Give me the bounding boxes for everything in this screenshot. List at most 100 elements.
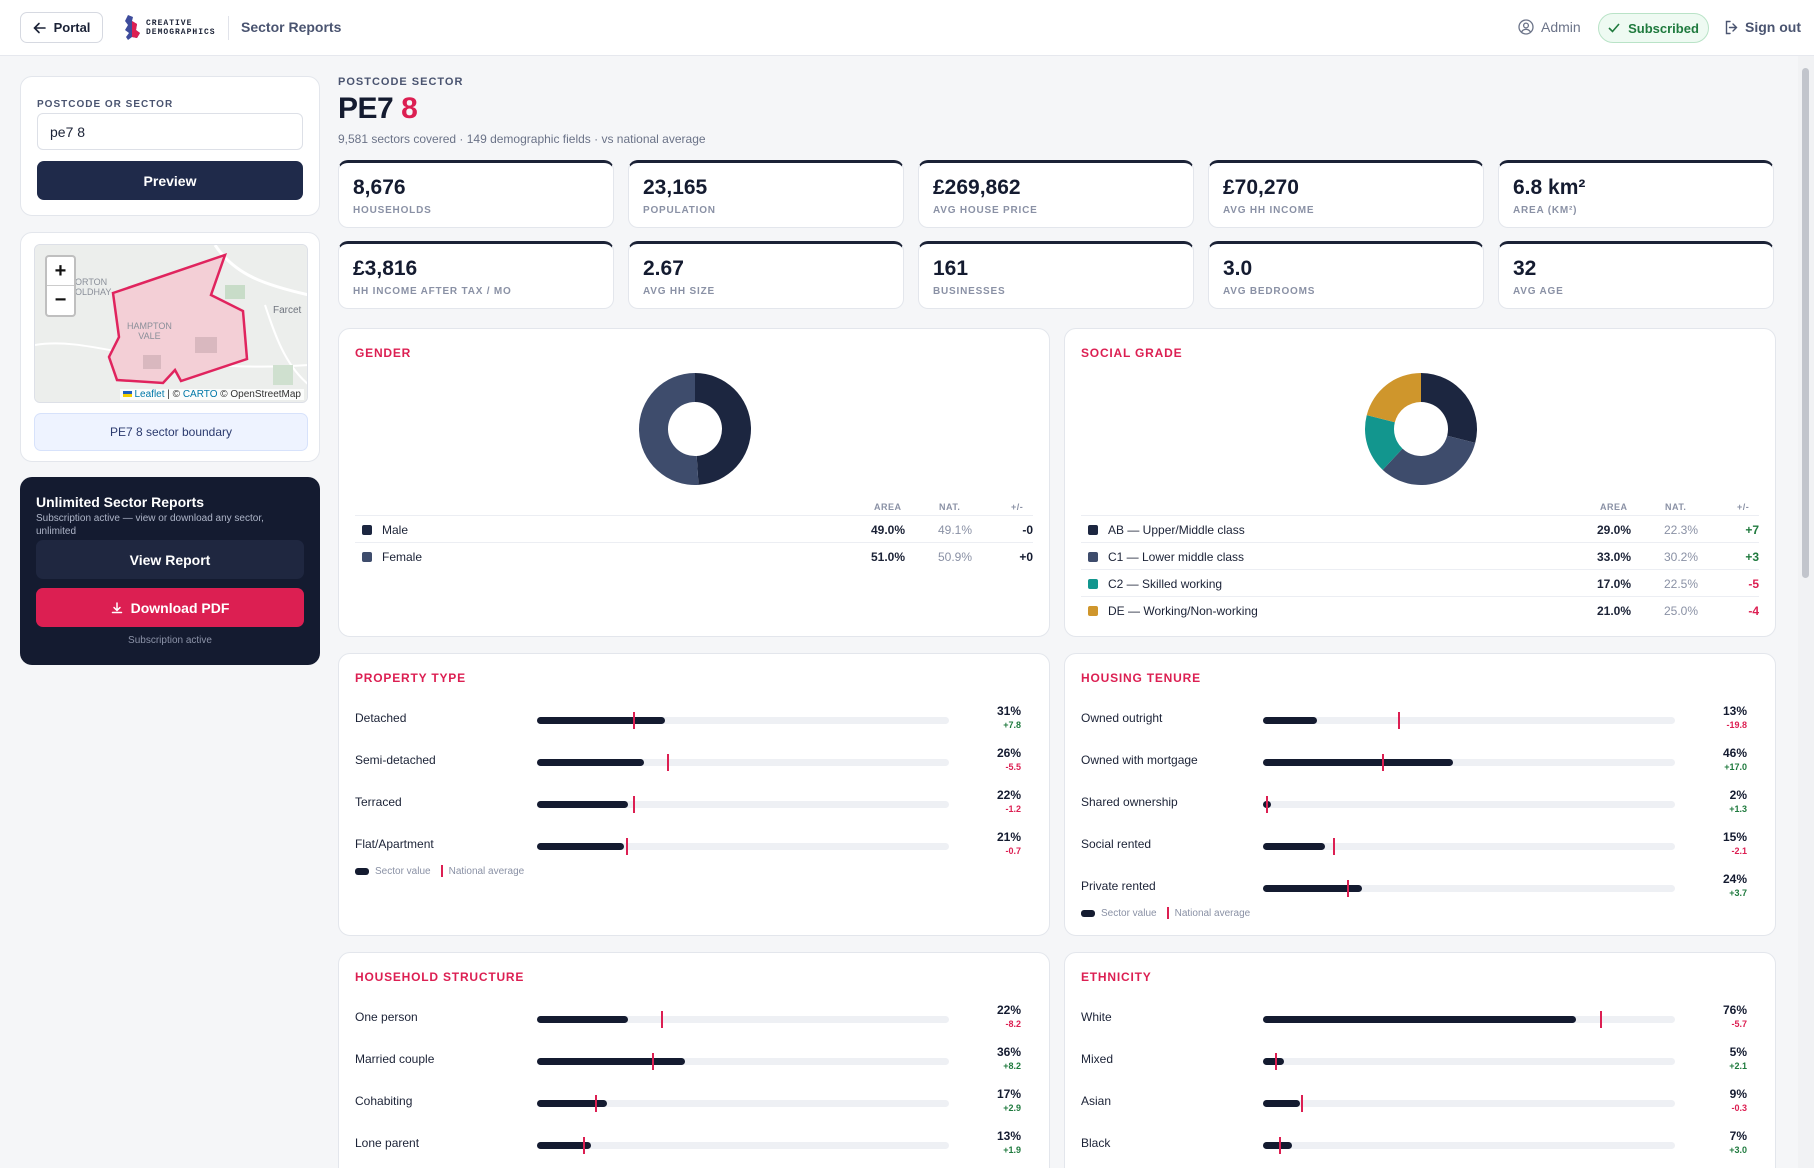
row-diff: -4: [1748, 604, 1759, 618]
tenure-legend: Sector value National average: [1081, 907, 1250, 919]
bar-track: [537, 754, 949, 771]
row-label: C1 — Lower middle class: [1108, 550, 1245, 564]
bar-label: Cohabiting: [355, 1094, 413, 1108]
legend-sector-swatch: [355, 867, 369, 875]
zoom-out-button[interactable]: −: [54, 289, 67, 311]
map-place-orton-line2: OLDHAY: [75, 287, 112, 297]
admin-link[interactable]: Admin: [1518, 19, 1581, 35]
osm-link[interactable]: © OpenStreetMap: [217, 389, 301, 400]
row-area: 29.0%: [1596, 523, 1631, 537]
housing-tenure-title: HOUSING TENURE: [1081, 671, 1201, 685]
breadcrumb[interactable]: Sector Reports: [241, 19, 342, 35]
zoom-in-button[interactable]: +: [47, 257, 74, 286]
property-type-title: PROPERTY TYPE: [355, 671, 466, 685]
page-scrollbar[interactable]: [1798, 56, 1814, 1168]
logo-line-1: CREATIVE: [146, 19, 193, 28]
national-marker: [661, 1011, 664, 1028]
donut-slice: [1365, 415, 1403, 470]
sector-map[interactable]: ORTON OLDHAY Farcet HAMPTON VALE + − Lea…: [34, 244, 308, 403]
row-label: Male: [382, 523, 409, 537]
logo-mark-icon: [125, 15, 140, 40]
bar-track: [537, 1095, 949, 1112]
bar-track: [1263, 796, 1675, 813]
check-icon: [1608, 23, 1620, 33]
page-title: PE7 8: [338, 92, 418, 126]
bar-label: Flat/Apartment: [355, 837, 434, 851]
map-tiles: [35, 245, 307, 402]
national-marker: [1333, 838, 1336, 855]
legend-sector-label: Sector value: [1101, 907, 1157, 919]
attribution-sep: | ©: [164, 389, 183, 400]
stat-label: HH INCOME AFTER TAX / MO: [353, 286, 512, 297]
bar-row: Flat/Apartment 21% -0.7: [355, 824, 1035, 864]
table-row: DE — Working/Non-working 21.0% 25.0% -4: [1081, 596, 1759, 623]
table-row: AB — Upper/Middle class 29.0% 22.3% +7: [1081, 515, 1759, 542]
bar-label: Black: [1081, 1136, 1111, 1150]
stat-value: 2.67: [643, 257, 684, 280]
housing-tenure-panel: HOUSING TENURE Sector value National ave…: [1064, 653, 1776, 936]
view-report-button[interactable]: View Report: [36, 540, 304, 579]
map-place-orton-line1: ORTON: [75, 277, 108, 287]
stat-card: 8,676 HOUSEHOLDS: [338, 160, 614, 228]
bar-row: Lone parent 13% +1.9: [355, 1123, 1035, 1163]
bar-fill: [1263, 1100, 1301, 1107]
bar-value: 21%: [996, 830, 1021, 844]
bar-label: Asian: [1081, 1094, 1112, 1108]
download-pdf-button[interactable]: Download PDF: [36, 588, 304, 627]
bar-delta: +8.2: [1003, 1061, 1021, 1071]
bar-delta: -0.3: [1731, 1103, 1747, 1113]
logo[interactable]: CREATIVE DEMOGRAPHICS: [120, 12, 220, 44]
table-row: Female 51.0% 50.9% +0: [355, 542, 1033, 569]
household-structure-title: HOUSEHOLD STRUCTURE: [355, 970, 525, 984]
map-place-hampton-line1: HAMPTON: [127, 321, 172, 331]
leaflet-link[interactable]: Leaflet: [134, 389, 165, 400]
gender-donut: [638, 373, 751, 485]
logo-line-2: DEMOGRAPHICS: [146, 28, 216, 37]
national-marker: [651, 1053, 654, 1070]
carto-link[interactable]: CARTO: [182, 389, 218, 400]
bar-value: 5%: [1729, 1045, 1747, 1059]
portal-back-button[interactable]: Portal: [20, 12, 103, 43]
ethnicity-panel: ETHNICITY White 76% -5.7 Mixed 5% +2.1 Asian 9%…: [1064, 952, 1776, 1168]
bar-fill: [537, 843, 624, 850]
legend-national-swatch: [440, 865, 443, 877]
bar-row: Black 7% +3.0: [1081, 1123, 1761, 1163]
boundary-label: PE7 8 sector boundary: [34, 413, 308, 451]
bar-delta: -8.2: [1005, 1019, 1021, 1029]
bar-delta: +1.9: [1003, 1145, 1021, 1155]
bar-label: Terraced: [355, 795, 402, 809]
stat-card: 6.8 km² AREA (KM²): [1498, 160, 1774, 228]
stat-value: 32: [1513, 257, 1537, 280]
stat-value: 23,165: [643, 176, 708, 199]
bar-value: 26%: [996, 746, 1021, 760]
bar-fill: [537, 717, 665, 724]
sign-out-icon: [1725, 20, 1738, 34]
ukraine-flag-icon: [122, 391, 132, 397]
admin-label: Admin: [1541, 19, 1581, 35]
scrollbar-thumb[interactable]: [1802, 68, 1809, 578]
national-marker: [595, 1095, 598, 1112]
bar-value: 24%: [1722, 872, 1747, 886]
preview-button[interactable]: Preview: [37, 161, 303, 200]
stat-value: 6.8 km²: [1513, 176, 1586, 199]
postcode-input[interactable]: [37, 113, 303, 150]
bar-row: Semi-detached 26% -5.5: [355, 740, 1035, 780]
bar-delta: -1.2: [1005, 804, 1021, 814]
ethnicity-title: ETHNICITY: [1081, 970, 1152, 984]
bar-value: 31%: [996, 704, 1021, 718]
title-part-1: PE7: [338, 92, 394, 125]
search-label: POSTCODE OR SECTOR: [37, 99, 174, 110]
sign-out-button[interactable]: Sign out: [1724, 19, 1801, 35]
row-national: 25.0%: [1663, 604, 1698, 618]
stat-label: AREA (KM²): [1513, 205, 1578, 216]
bar-row: Detached 31% +7.8: [355, 698, 1035, 738]
legend-swatch: [362, 525, 372, 535]
bar-fill: [537, 801, 628, 808]
subscribed-badge: Subscribed: [1598, 13, 1709, 43]
bar-label: Social rented: [1081, 837, 1152, 851]
bar-value: 22%: [996, 1003, 1021, 1017]
stat-card: 2.67 AVG HH SIZE: [628, 241, 904, 309]
social-grade-title: SOCIAL GRADE: [1081, 346, 1183, 360]
map-place-hampton: HAMPTON VALE: [127, 321, 172, 341]
bar-delta: +2.9: [1003, 1103, 1021, 1113]
